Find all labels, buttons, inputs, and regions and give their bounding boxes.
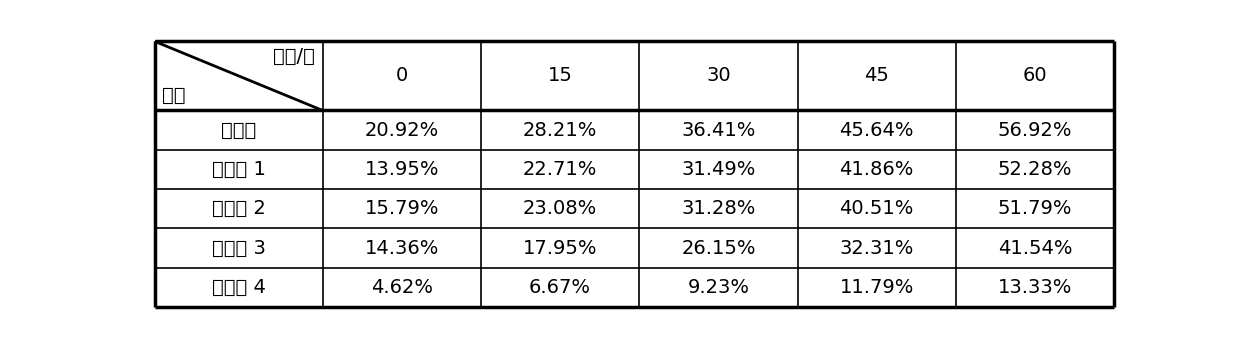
Text: 处理组: 处理组 [222, 121, 256, 140]
Text: 56.92%: 56.92% [998, 121, 1072, 140]
Text: 17.95%: 17.95% [522, 239, 598, 258]
Text: 41.54%: 41.54% [998, 239, 1072, 258]
Text: 14.36%: 14.36% [365, 239, 439, 258]
Text: 31.28%: 31.28% [681, 199, 755, 218]
Text: 15.79%: 15.79% [364, 199, 439, 218]
Text: 31.49%: 31.49% [681, 160, 755, 179]
Text: 对照组 3: 对照组 3 [212, 239, 266, 258]
Text: 51.79%: 51.79% [998, 199, 1072, 218]
Text: 60: 60 [1023, 67, 1047, 86]
Text: 23.08%: 23.08% [522, 199, 597, 218]
Text: 30: 30 [706, 67, 730, 86]
Text: 28.21%: 28.21% [522, 121, 597, 140]
Text: 11.79%: 11.79% [839, 278, 914, 297]
Text: 45: 45 [864, 67, 889, 86]
Text: 52.28%: 52.28% [998, 160, 1072, 179]
Text: 22.71%: 22.71% [522, 160, 597, 179]
Text: 对照组 2: 对照组 2 [212, 199, 266, 218]
Text: 41.86%: 41.86% [839, 160, 914, 179]
Text: 36.41%: 36.41% [681, 121, 755, 140]
Text: 26.15%: 26.15% [681, 239, 755, 258]
Text: 处理: 处理 [162, 86, 186, 105]
Text: 13.33%: 13.33% [998, 278, 1072, 297]
Text: 6.67%: 6.67% [529, 278, 591, 297]
Text: 15: 15 [547, 67, 572, 86]
Text: 对照组 1: 对照组 1 [212, 160, 266, 179]
Text: 40.51%: 40.51% [839, 199, 914, 218]
Text: 0: 0 [396, 67, 409, 86]
Text: 对照组 4: 对照组 4 [212, 278, 266, 297]
Text: 4.62%: 4.62% [371, 278, 433, 297]
Text: 45.64%: 45.64% [839, 121, 914, 140]
Text: 时间/天: 时间/天 [274, 47, 314, 66]
Text: 32.31%: 32.31% [839, 239, 914, 258]
Text: 20.92%: 20.92% [365, 121, 439, 140]
Text: 9.23%: 9.23% [687, 278, 749, 297]
Text: 13.95%: 13.95% [364, 160, 439, 179]
